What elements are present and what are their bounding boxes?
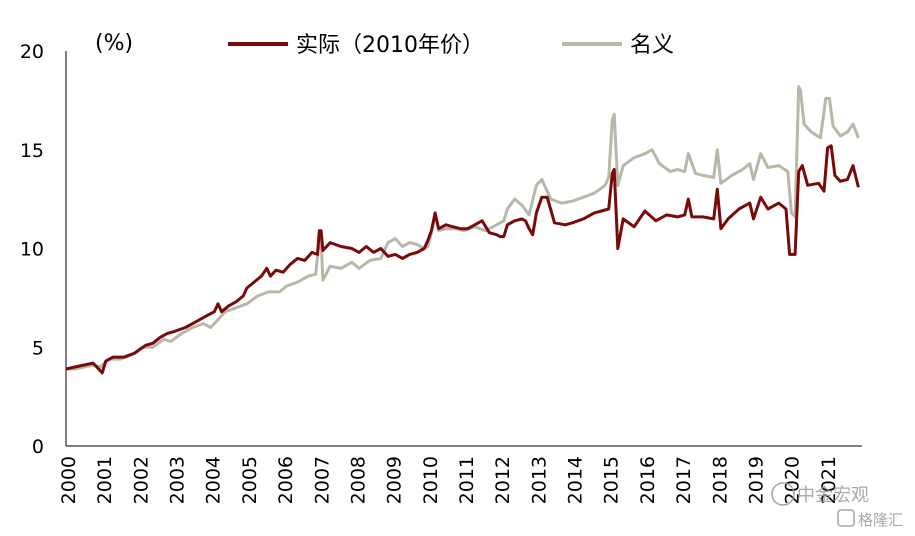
x-tick-label: 2017 [673, 456, 695, 504]
wechat-icon [771, 482, 795, 506]
x-tick-label: 2021 [818, 456, 840, 504]
y-tick-label: 15 [20, 140, 44, 162]
y-tick-label: 10 [20, 239, 44, 261]
y-tick-label: 0 [32, 436, 44, 458]
x-tick-label: 2001 [94, 456, 116, 504]
x-tick-label: 2004 [203, 456, 225, 504]
series-lines [65, 85, 860, 375]
watermark-text-1: 中金宏观 [797, 485, 869, 506]
legend: 实际（2010年价） 名义 [228, 33, 674, 58]
x-tick-label: 2020 [782, 456, 804, 504]
x-axis-tick-labels: 2000 2001 2002 2003 2004 2005 2006 2007 2008 2009… [58, 456, 840, 504]
watermark-text-2: 格隆汇 [858, 511, 903, 529]
y-unit-label: (%) [95, 31, 133, 56]
x-tick-label: 2016 [637, 456, 659, 504]
series-line-1 [66, 85, 860, 371]
y-axis-tick-labels: 0 5 10 15 20 [20, 41, 44, 458]
x-tick-label: 2007 [311, 456, 333, 504]
x-tick-label: 2018 [709, 456, 731, 504]
x-tick-label: 2009 [384, 456, 406, 504]
x-tick-label: 2014 [565, 456, 587, 504]
x-tick-label: 2003 [167, 456, 189, 504]
y-tick-label: 20 [20, 41, 44, 63]
x-tick-label: 2013 [528, 456, 550, 504]
series-line-0 [65, 144, 860, 375]
watermark: 中金宏观 格隆汇 [771, 482, 903, 529]
x-tick-label: 2010 [420, 456, 442, 504]
chart-axes [65, 51, 862, 447]
legend-label-nominal: 名义 [630, 33, 674, 58]
x-tick-label: 2015 [601, 456, 623, 504]
x-tick-label: 2011 [456, 456, 478, 504]
legend-label-real: 实际（2010年价） [296, 33, 484, 58]
gelonghui-logo-icon [837, 509, 855, 527]
x-tick-label: 2012 [492, 456, 514, 504]
x-tick-label: 2008 [347, 456, 369, 504]
x-tick-label: 2019 [745, 456, 767, 504]
x-tick-label: 2002 [130, 456, 152, 504]
y-tick-label: 5 [32, 337, 44, 359]
x-tick-label: 2006 [275, 456, 297, 504]
x-tick-label: 2005 [239, 456, 261, 504]
x-tick-label: 2000 [58, 456, 80, 504]
